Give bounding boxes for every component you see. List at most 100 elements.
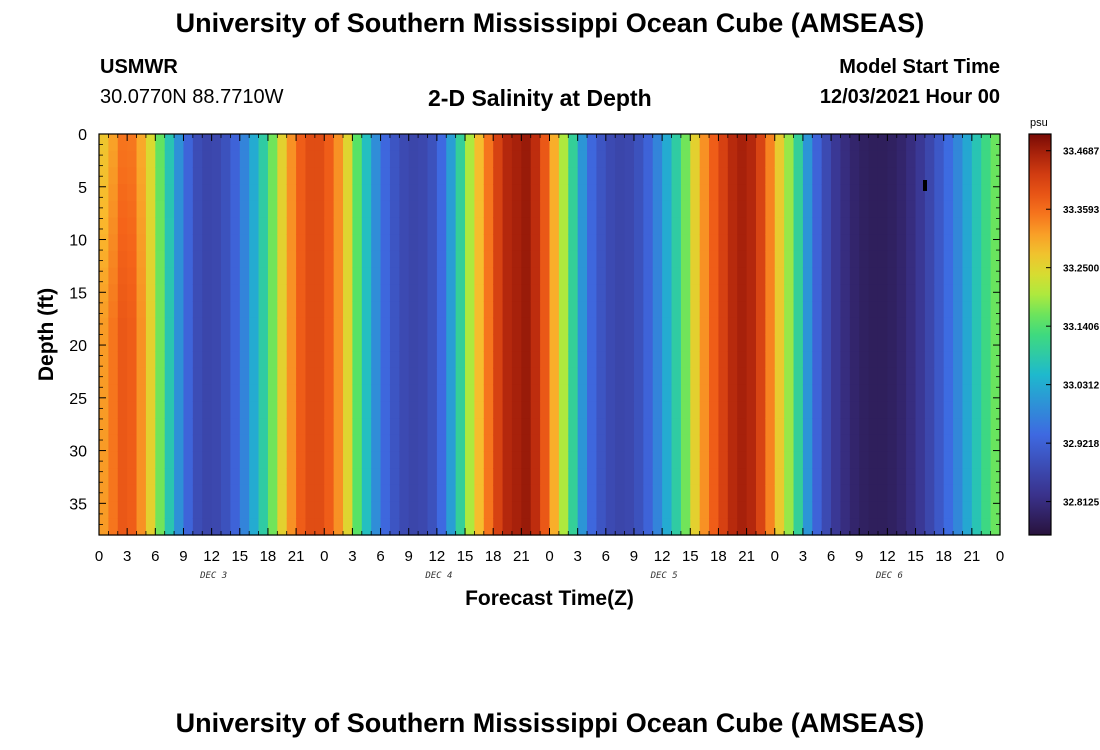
heatmap-cell bbox=[690, 351, 701, 369]
heatmap-cell bbox=[971, 184, 982, 202]
heatmap-cell bbox=[333, 401, 344, 419]
heatmap-cell bbox=[746, 200, 757, 219]
heatmap-cell bbox=[249, 434, 260, 453]
heatmap-cell bbox=[821, 518, 832, 536]
heatmap-cell bbox=[624, 184, 635, 202]
heatmap-cell bbox=[887, 134, 898, 152]
heatmap-cell bbox=[211, 484, 222, 503]
x-tick-label: 12 bbox=[879, 548, 896, 565]
heatmap-cell bbox=[127, 451, 138, 469]
heatmap-cell bbox=[446, 468, 457, 486]
heatmap-cell bbox=[427, 334, 438, 352]
heatmap-cell bbox=[906, 484, 917, 503]
heatmap-cell bbox=[587, 367, 598, 386]
heatmap-cell bbox=[136, 468, 147, 486]
y-tick-label: 20 bbox=[69, 338, 87, 355]
heatmap-cell bbox=[953, 200, 964, 219]
heatmap-cell bbox=[990, 518, 1001, 536]
heatmap-cell bbox=[380, 134, 391, 152]
heatmap-cell bbox=[145, 334, 156, 352]
heatmap-cell bbox=[690, 217, 701, 235]
heatmap-cell bbox=[953, 518, 964, 536]
heatmap-cell bbox=[305, 317, 316, 336]
heatmap-cell bbox=[737, 418, 748, 436]
heatmap-cell bbox=[727, 367, 738, 386]
heatmap-cell bbox=[389, 334, 400, 352]
heatmap-cell bbox=[981, 150, 992, 169]
heatmap-cell bbox=[192, 484, 203, 503]
colorbar-unit: psu bbox=[1030, 117, 1048, 129]
heatmap-cell bbox=[971, 484, 982, 503]
heatmap-cell bbox=[511, 384, 522, 402]
heatmap-cell bbox=[211, 384, 222, 402]
heatmap-cell bbox=[718, 267, 729, 285]
heatmap-cell bbox=[765, 134, 776, 152]
heatmap-cell bbox=[540, 334, 551, 352]
heatmap-cell bbox=[465, 501, 476, 519]
heatmap-cell bbox=[643, 184, 654, 202]
heatmap-cell bbox=[371, 301, 382, 319]
heatmap-cell bbox=[549, 434, 560, 453]
heatmap-cell bbox=[802, 267, 813, 285]
heatmap-cell bbox=[296, 217, 307, 235]
heatmap-cell bbox=[117, 351, 128, 369]
heatmap-cell bbox=[174, 518, 185, 536]
heatmap-cell bbox=[727, 301, 738, 319]
heatmap-cell bbox=[990, 234, 1001, 252]
heatmap-cell bbox=[408, 301, 419, 319]
heatmap-cell bbox=[174, 418, 185, 436]
heatmap-cell bbox=[690, 301, 701, 319]
heatmap-cell bbox=[793, 301, 804, 319]
heatmap-cell bbox=[821, 284, 832, 302]
heatmap-cell bbox=[361, 317, 372, 336]
y-tick-label: 35 bbox=[69, 496, 87, 513]
heatmap-cell bbox=[371, 200, 382, 219]
heatmap-cell bbox=[840, 217, 851, 235]
heatmap-cell bbox=[737, 150, 748, 169]
heatmap-cell bbox=[333, 518, 344, 536]
heatmap-cell bbox=[633, 267, 644, 285]
heatmap-cell bbox=[511, 284, 522, 302]
heatmap-cell bbox=[230, 184, 241, 202]
heatmap-cell bbox=[455, 351, 466, 369]
heatmap-cell bbox=[446, 401, 457, 419]
heatmap-cell bbox=[127, 200, 138, 219]
y-tick-label: 5 bbox=[78, 180, 87, 197]
heatmap-cell bbox=[568, 401, 579, 419]
heatmap-cell bbox=[474, 167, 485, 185]
heatmap-cell bbox=[371, 468, 382, 486]
heatmap-cell bbox=[249, 150, 260, 169]
heatmap-cell bbox=[915, 184, 926, 202]
heatmap-cell bbox=[737, 484, 748, 503]
heatmap-cell bbox=[596, 518, 607, 536]
heatmap-cell bbox=[249, 418, 260, 436]
heatmap-cell bbox=[831, 401, 842, 419]
heatmap-cell bbox=[155, 184, 166, 202]
heatmap-cell bbox=[709, 501, 720, 519]
heatmap-cell bbox=[953, 351, 964, 369]
heatmap-cell bbox=[755, 317, 766, 336]
heatmap-cell bbox=[934, 267, 945, 285]
model-start-label: Model Start Time bbox=[839, 56, 1000, 78]
heatmap-cell bbox=[324, 451, 335, 469]
heatmap-cell bbox=[962, 468, 973, 486]
heatmap-cell bbox=[389, 518, 400, 536]
heatmap-cell bbox=[680, 401, 691, 419]
heatmap-cell bbox=[624, 217, 635, 235]
heatmap-cell bbox=[314, 134, 325, 152]
heatmap-cell bbox=[671, 351, 682, 369]
heatmap-cell bbox=[258, 184, 269, 202]
heatmap-cell bbox=[436, 250, 447, 269]
heatmap-cell bbox=[192, 200, 203, 219]
heatmap-cell bbox=[605, 418, 616, 436]
heatmap-cell bbox=[380, 501, 391, 519]
heatmap-cell bbox=[267, 284, 278, 302]
heatmap-cell bbox=[502, 384, 513, 402]
heatmap-cell bbox=[277, 384, 288, 402]
heatmap-cell bbox=[671, 468, 682, 486]
heatmap-cell bbox=[709, 334, 720, 352]
heatmap-cell bbox=[155, 134, 166, 152]
heatmap-cell bbox=[352, 484, 363, 503]
heatmap-cell bbox=[117, 284, 128, 302]
heatmap-cell bbox=[493, 418, 504, 436]
